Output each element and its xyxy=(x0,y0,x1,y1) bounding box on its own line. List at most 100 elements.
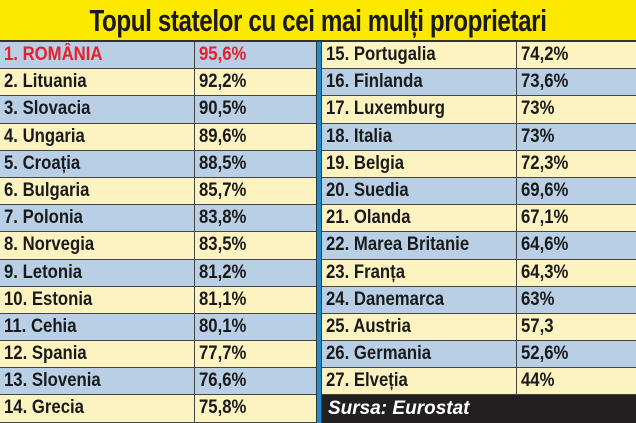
country-name: 11. Cehia xyxy=(4,315,77,337)
value: 83,8% xyxy=(199,207,247,229)
value-cell: 76,6% xyxy=(195,368,316,394)
table-row: 11. Cehia 80,1% xyxy=(0,313,316,342)
value-cell: 88,5% xyxy=(195,151,316,177)
country-name: 24. Danemarca xyxy=(326,288,445,310)
country-name: 6. Bulgaria xyxy=(4,179,90,201)
value-cell: 52,6% xyxy=(517,341,636,367)
country-name-cell: 15. Portugalia xyxy=(322,42,517,69)
country-name-cell: 8. Norvegia xyxy=(0,232,195,259)
table-row: 24. Danemarca 63% xyxy=(322,286,636,314)
country-name-cell: 11. Cehia xyxy=(0,313,195,341)
value-cell: 89,6% xyxy=(195,124,316,150)
value: 88,5% xyxy=(199,152,247,174)
value: 89,6% xyxy=(199,125,247,147)
country-name-cell: 1. ROMÂNIA xyxy=(0,42,195,69)
table-row: 25. Austria 57,3 xyxy=(322,313,636,342)
table-row: 20. Suedia 69,6% xyxy=(322,177,636,206)
country-name-cell: 16. Finlanda xyxy=(322,69,517,96)
table-row: 2. Lituania 92,2% xyxy=(0,69,316,97)
table-title: Topul statelor cu cei mai mulți propriet… xyxy=(0,0,636,42)
country-name-cell: 18. Italia xyxy=(322,123,517,150)
country-name-cell: 5. Croația xyxy=(0,150,195,177)
country-name-cell: 6. Bulgaria xyxy=(0,177,195,205)
value: 57,3 xyxy=(521,315,554,337)
table-row: 15. Portugalia 74,2% xyxy=(322,42,636,70)
value: 74,2% xyxy=(521,44,569,65)
country-name-cell: 19. Belgia xyxy=(322,150,517,177)
country-name-cell: 9. Letonia xyxy=(0,259,195,286)
value: 81,2% xyxy=(199,261,247,283)
table-row: 7. Polonia 83,8% xyxy=(0,205,316,233)
value: 69,6% xyxy=(521,179,569,201)
country-name: 4. Ungaria xyxy=(4,125,85,147)
value: 73% xyxy=(521,98,555,120)
country-name: 25. Austria xyxy=(326,315,411,337)
country-name: 1. ROMÂNIA xyxy=(4,44,103,65)
value: 85,7% xyxy=(199,179,247,201)
country-name-cell: 22. Marea Britanie xyxy=(322,232,517,259)
country-name-cell: 27. Elveția xyxy=(322,368,517,395)
table-row: 21. Olanda 67,1% xyxy=(322,205,636,233)
table-row: 19. Belgia 72,3% xyxy=(322,150,636,178)
table-row: 10. Estonia 81,1% xyxy=(0,286,316,314)
title-text: Topul statelor cu cei mai mulți propriet… xyxy=(89,3,547,38)
value: 64,3% xyxy=(521,261,569,283)
value: 52,6% xyxy=(521,343,569,365)
country-name: 20. Suedia xyxy=(326,179,409,201)
value-cell: 81,1% xyxy=(195,287,316,313)
value: 83,5% xyxy=(199,234,247,256)
value-cell: 69,6% xyxy=(517,178,636,204)
table-row: 27. Elveția 44% xyxy=(322,368,636,396)
value: 81,1% xyxy=(199,288,247,310)
country-name: 3. Slovacia xyxy=(4,98,91,120)
value: 64,6% xyxy=(521,234,569,256)
value-cell: 73% xyxy=(517,124,636,150)
country-name: 8. Norvegia xyxy=(4,234,95,256)
table-row: 8. Norvegia 83,5% xyxy=(0,232,316,260)
table-row: 17. Luxemburg 73% xyxy=(322,96,636,124)
source-label: Sursa: Eurostat xyxy=(322,395,636,423)
country-name-cell: 4. Ungaria xyxy=(0,123,195,150)
value: 63% xyxy=(521,288,555,310)
country-name: 13. Slovenia xyxy=(4,370,101,392)
value-cell: 85,7% xyxy=(195,178,316,204)
country-name: 21. Olanda xyxy=(326,207,411,229)
value-cell: 75,8% xyxy=(195,395,316,421)
column-separator xyxy=(316,42,322,423)
value: 90,5% xyxy=(199,98,247,120)
table-column-right: 15. Portugalia 74,2% 16. Finlanda 73,6% 17. … xyxy=(322,42,636,423)
value: 73% xyxy=(521,125,555,147)
table-row: 3. Slovacia 90,5% xyxy=(0,96,316,124)
value-cell: 80,1% xyxy=(195,314,316,340)
country-name: 10. Estonia xyxy=(4,288,93,310)
value-cell: 77,7% xyxy=(195,341,316,367)
table-row: 16. Finlanda 73,6% xyxy=(322,69,636,97)
value: 73,6% xyxy=(521,71,569,93)
country-name: 17. Luxemburg xyxy=(326,98,445,120)
country-name: 5. Croația xyxy=(4,152,81,174)
value-cell: 72,3% xyxy=(517,151,636,177)
country-name-cell: 23. Franța xyxy=(322,259,517,286)
table-row: 6. Bulgaria 85,7% xyxy=(0,177,316,206)
table-column-left: 1. ROMÂNIA 95,6% 2. Lituania 92,2% 3. Slovac… xyxy=(0,42,316,423)
country-name: 12. Spania xyxy=(4,343,87,365)
value-cell: 73,6% xyxy=(517,69,636,95)
country-name-cell: 7. Polonia xyxy=(0,205,195,232)
value: 76,6% xyxy=(199,370,247,392)
country-name: 19. Belgia xyxy=(326,152,405,174)
table-row: 23. Franța 64,3% xyxy=(322,259,636,287)
country-name: 26. Germania xyxy=(326,343,432,365)
country-name-cell: 2. Lituania xyxy=(0,69,195,96)
country-name: 14. Grecia xyxy=(4,397,84,419)
value-cell: 74,2% xyxy=(517,42,636,68)
value: 72,3% xyxy=(521,152,569,174)
table-row: 9. Letonia 81,2% xyxy=(0,259,316,287)
country-name-cell: 12. Spania xyxy=(0,341,195,368)
value: 80,1% xyxy=(199,315,247,337)
country-name: 23. Franța xyxy=(326,261,405,283)
country-name-cell: 14. Grecia xyxy=(0,395,195,422)
country-name-cell: 20. Suedia xyxy=(322,177,517,205)
value-cell: 67,1% xyxy=(517,205,636,231)
table-row: 18. Italia 73% xyxy=(322,123,636,151)
table-row: 22. Marea Britanie 64,6% xyxy=(322,232,636,260)
